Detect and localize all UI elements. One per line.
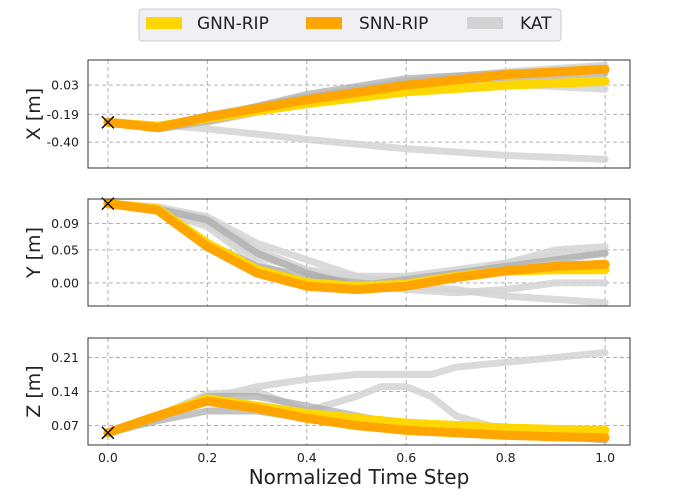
y-tick-label: 0.21 <box>51 350 79 365</box>
plot-frame <box>87 198 631 307</box>
start-marker <box>101 426 115 440</box>
subplot-1 <box>87 197 631 307</box>
subplot-2 <box>87 337 631 446</box>
plot-frame <box>87 337 631 446</box>
legend-label-kat: KAT <box>520 14 552 34</box>
x-tick-label: 0.2 <box>197 450 217 465</box>
y-axis-label: Y [m] <box>23 227 45 279</box>
subplot-0 <box>87 59 631 169</box>
series-line-snn-rip <box>103 64 610 133</box>
x-tick-label: 0.4 <box>297 450 317 465</box>
y-tick-label: 0.07 <box>51 418 79 433</box>
y-tick-label: 0.00 <box>51 275 79 290</box>
y-axis-label: Z [m] <box>23 365 45 417</box>
x-tick-label: 0.8 <box>496 450 516 465</box>
series-group <box>103 61 610 163</box>
series-line-snn-rip <box>103 199 610 294</box>
x-tick-label: 0.0 <box>98 450 118 465</box>
y-tick-label: 0.14 <box>51 384 79 399</box>
y-tick-label: -0.19 <box>47 107 79 122</box>
start-marker <box>101 197 115 211</box>
legend-label-snn-rip: SNN-RIP <box>359 14 428 34</box>
y-tick-label: 0.09 <box>51 216 79 231</box>
y-tick-label: 0.05 <box>51 242 79 257</box>
legend-label-gnn-rip: GNN-RIP <box>197 14 269 34</box>
y-tick-label: -0.40 <box>47 135 79 150</box>
series-line-snn-rip <box>103 396 610 443</box>
legend-box <box>138 8 562 42</box>
x-axis-label: Normalized Time Step <box>249 465 470 489</box>
x-tick-label: 0.6 <box>396 450 416 465</box>
y-axis-label: X [m] <box>23 88 45 140</box>
series-group <box>103 199 610 306</box>
start-marker <box>101 115 115 129</box>
plot-frame <box>87 59 631 169</box>
series-group <box>103 349 610 444</box>
x-tick-label: 1.0 <box>595 450 615 465</box>
y-tick-label: 0.03 <box>51 78 79 93</box>
